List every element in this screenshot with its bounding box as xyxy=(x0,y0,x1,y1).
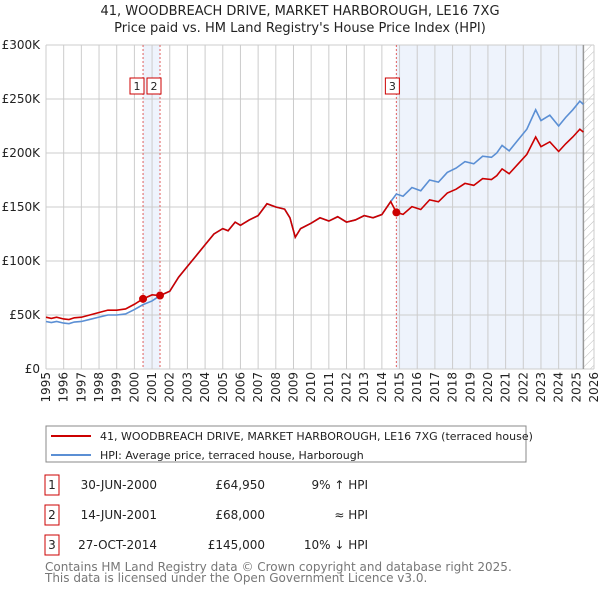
x-tick-label: 2026 xyxy=(587,372,600,403)
sale-number: 3 xyxy=(389,80,396,93)
x-tick-label: 2001 xyxy=(145,372,159,403)
y-tick-label: £200K xyxy=(2,146,42,160)
x-tick-label: 2002 xyxy=(163,372,177,403)
sale-number-box xyxy=(44,504,60,526)
y-tick-label: £250K xyxy=(2,92,42,106)
sale-point xyxy=(392,208,401,217)
chart-title: 41, WOODBREACH DRIVE, MARKET HARBOROUGH,… xyxy=(100,4,499,19)
sale-price: £68,000 xyxy=(215,508,265,522)
sale-number-box xyxy=(146,77,162,95)
sale-price: £64,950 xyxy=(215,478,265,492)
x-tick-label: 2012 xyxy=(340,372,354,403)
sale-number-box xyxy=(384,77,400,95)
x-tick-label: 2023 xyxy=(534,372,548,403)
x-tick-label: 2022 xyxy=(516,372,530,403)
x-tick-label: 1999 xyxy=(110,372,124,403)
x-tick-label: 1997 xyxy=(74,372,88,403)
footer-line-1: Contains HM Land Registry data © Crown c… xyxy=(45,560,512,574)
sale-number: 1 xyxy=(48,478,56,492)
sale-point xyxy=(139,294,148,303)
x-tick-label: 2020 xyxy=(481,372,495,403)
sale-hpi-comparison: ≈ HPI xyxy=(334,508,368,522)
y-tick-label: £50K xyxy=(9,308,41,322)
legend-box xyxy=(45,425,527,463)
x-tick-label: 2003 xyxy=(180,372,194,403)
x-tick-label: 2010 xyxy=(304,372,318,403)
sale-price: £145,000 xyxy=(208,538,265,552)
x-tick-label: 2005 xyxy=(216,372,230,403)
y-tick-label: £300K xyxy=(2,38,42,52)
legend-price-label: 41, WOODBREACH DRIVE, MARKET HARBOROUGH,… xyxy=(100,430,533,443)
x-tick-label: 2025 xyxy=(569,372,583,403)
sale-number-box xyxy=(129,77,145,95)
sale-number: 1 xyxy=(134,80,141,93)
x-tick-label: 2014 xyxy=(375,372,389,403)
sale-hpi-comparison: 10% ↓ HPI xyxy=(304,538,368,552)
x-tick-label: 2006 xyxy=(233,372,247,403)
sale-row: 3 27-OCT-2014 £145,000 10% ↓ HPI xyxy=(44,534,368,556)
sale-number: 3 xyxy=(48,538,56,552)
sale-number-box xyxy=(44,474,60,496)
legend-hpi-label: HPI: Average price, terraced house, Harb… xyxy=(100,449,364,462)
sale-point xyxy=(156,291,165,300)
x-tick-label: 2016 xyxy=(410,372,424,403)
x-tick-label: 2008 xyxy=(269,372,283,403)
x-tick-label: 2019 xyxy=(463,372,477,403)
x-tick-label: 2017 xyxy=(428,372,442,403)
x-tick-label: 2000 xyxy=(127,372,141,403)
x-tick-label: 1998 xyxy=(92,372,106,403)
sale-number-box xyxy=(44,534,60,556)
sale-row: 1 30-JUN-2000 £64,950 9% ↑ HPI xyxy=(44,474,368,496)
sale-hpi-comparison: 9% ↑ HPI xyxy=(311,478,368,492)
sale-number: 2 xyxy=(48,508,56,522)
sale-date: 27-OCT-2014 xyxy=(78,538,157,552)
x-tick-label: 2024 xyxy=(552,372,566,403)
x-tick-label: 2015 xyxy=(393,372,407,403)
x-tick-label: 2007 xyxy=(251,372,265,403)
sale-number: 2 xyxy=(151,80,158,93)
x-tick-label: 2009 xyxy=(286,372,300,403)
y-tick-label: £150K xyxy=(2,200,42,214)
x-tick-label: 1995 xyxy=(39,372,53,403)
x-tick-label: 2011 xyxy=(322,372,336,403)
x-tick-label: 2018 xyxy=(446,372,460,403)
x-tick-label: 1996 xyxy=(57,372,71,403)
sale-date: 14-JUN-2001 xyxy=(81,508,157,522)
x-tick-label: 2021 xyxy=(499,372,513,403)
y-tick-label: £0 xyxy=(25,362,40,376)
x-tick-label: 2004 xyxy=(198,372,212,403)
price-paid-line xyxy=(45,128,584,321)
footer-line-2: This data is licensed under the Open Gov… xyxy=(44,571,427,585)
y-tick-label: £100K xyxy=(2,254,42,268)
sale-row: 2 14-JUN-2001 £68,000 ≈ HPI xyxy=(44,504,368,526)
chart-subtitle: Price paid vs. HM Land Registry's House … xyxy=(114,21,486,36)
x-tick-label: 2013 xyxy=(357,372,371,403)
sale-date: 30-JUN-2000 xyxy=(81,478,157,492)
